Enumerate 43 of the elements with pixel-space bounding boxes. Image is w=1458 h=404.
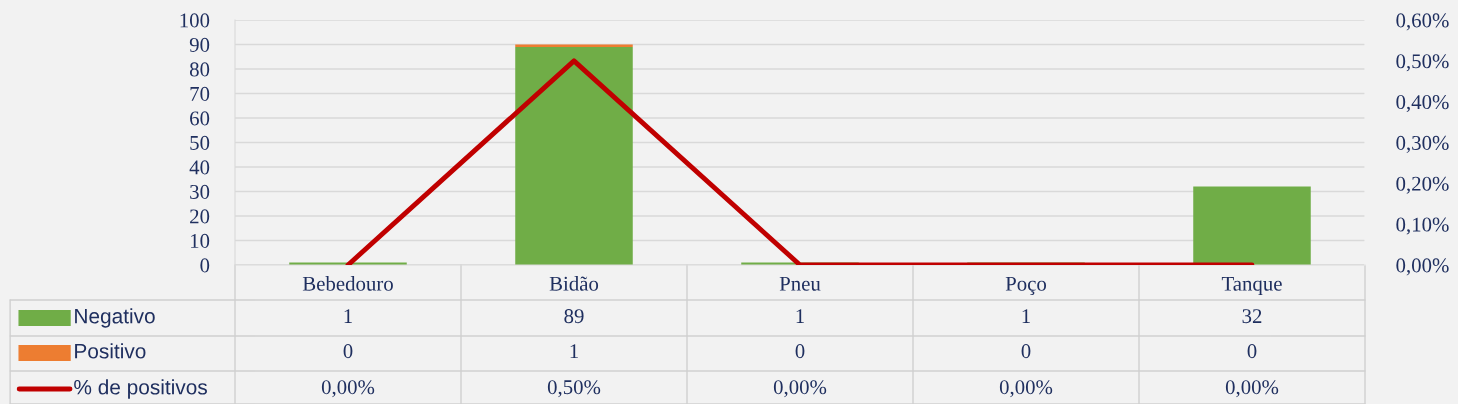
data-label: 0 [343, 344, 353, 359]
y-tick-label: 40 [189, 160, 210, 175]
y-tick-label: 30 [190, 184, 210, 199]
data-label: 0,00% [773, 380, 827, 398]
bar [515, 46, 633, 265]
data-label: 1 [344, 309, 352, 323]
bar [1193, 186, 1311, 265]
legend-label: Negativo [75, 308, 155, 328]
y-tick-label: 20 [190, 209, 210, 224]
y2-tick-label: 0,00% [1396, 258, 1449, 276]
x-tick-label: Pneu [779, 276, 821, 291]
y2-tick-label: 0,60% [1396, 13, 1449, 31]
y2-tick-label: 0,10% [1396, 217, 1449, 235]
data-label: 0,50% [547, 380, 601, 398]
y-tick-label: 70 [190, 86, 210, 101]
data-label: 1 [796, 309, 804, 323]
x-tick-label: Bidão [549, 276, 599, 291]
x-tick-label: Bebedouro [302, 276, 393, 291]
y2-tick-label: 0,50% [1396, 54, 1449, 72]
x-tick-label: Tanque [1221, 276, 1282, 295]
y2-tick-label: 0,40% [1396, 95, 1449, 113]
legend-label: Positivo [75, 343, 146, 359]
y-tick-label: 80 [189, 62, 210, 77]
data-label: 0,00% [999, 380, 1053, 398]
y-tick-label: 0 [200, 258, 210, 273]
x-tick-label: Poço [1005, 276, 1047, 295]
data-label: 0 [795, 344, 805, 359]
data-label: 0,00% [1225, 380, 1279, 398]
y-tick-label: 10 [191, 233, 210, 248]
y-tick-label: 90 [189, 37, 210, 52]
y-tick-label: 60 [190, 111, 210, 126]
y-tick-label: 100 [180, 13, 210, 28]
data-label: 0,00% [321, 380, 375, 398]
y-tick-label: 50 [190, 135, 210, 150]
y2-tick-label: 0,20% [1396, 176, 1449, 194]
data-label: 1 [1022, 309, 1030, 323]
data-label: 89 [564, 309, 584, 324]
data-label: 0 [1247, 344, 1257, 359]
y2-tick-label: 0,30% [1396, 135, 1449, 153]
data-label: 1 [570, 344, 578, 358]
data-label: 0 [1021, 344, 1031, 359]
legend-label: % de positivos [74, 379, 207, 399]
data-label: 32 [1242, 309, 1262, 324]
